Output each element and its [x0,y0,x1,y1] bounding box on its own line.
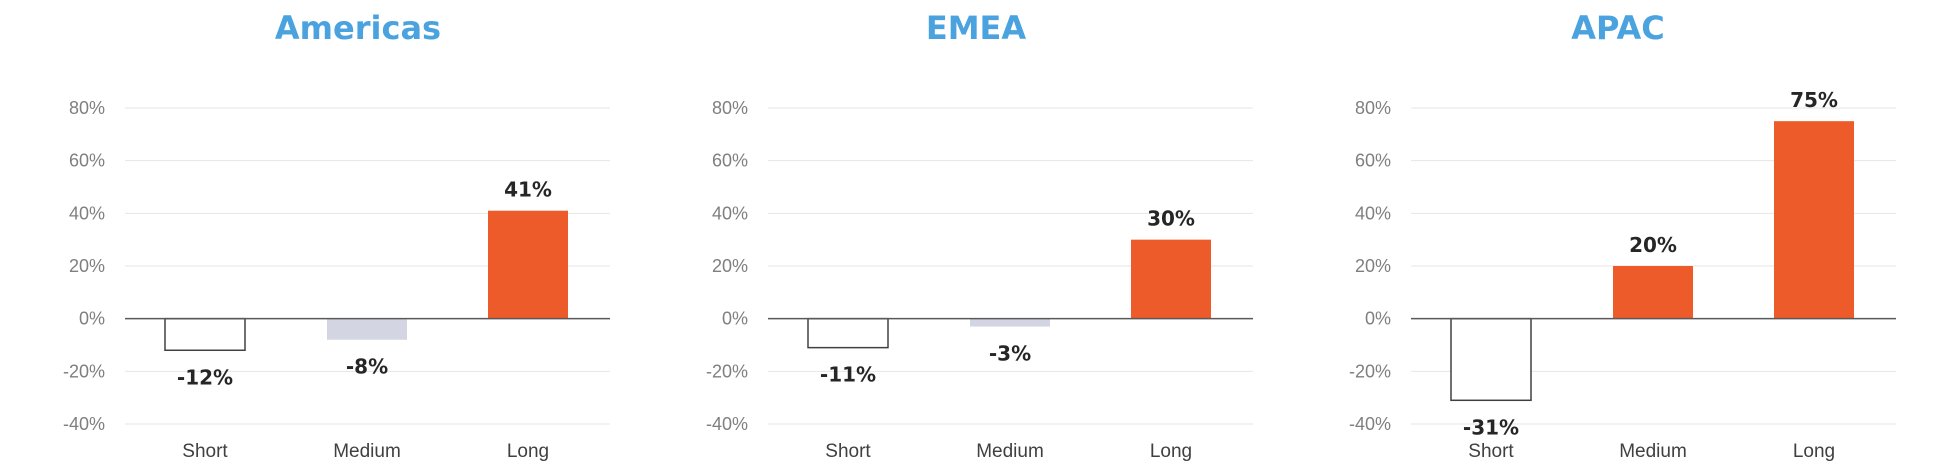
x-category-label: Medium [333,441,401,462]
y-tick-label: -20% [1349,361,1391,381]
x-category-label: Short [182,441,228,462]
bar-long [1131,239,1211,319]
y-tick-label: 0% [722,309,748,329]
y-tick-label: -40% [706,414,748,434]
data-label: 20% [1629,233,1677,257]
y-tick-label: 40% [712,203,748,223]
y-tick-label: 80% [712,98,748,118]
bar-short [164,317,246,352]
y-tick-label: 20% [1355,256,1391,276]
data-label: -12% [177,365,233,389]
data-label: -3% [989,342,1031,366]
data-label: -31% [1463,415,1519,439]
y-tick-label: 0% [79,309,105,329]
y-tick-label: -40% [1349,414,1391,434]
y-tick-label: 20% [69,256,105,276]
data-label: 30% [1147,207,1195,231]
y-tick-label: -20% [63,361,105,381]
bar-short [807,317,889,349]
y-tick-label: 80% [69,98,105,118]
chart-title-americas: Americas [275,9,441,47]
y-tick-label: 60% [712,151,748,171]
y-tick-label: 60% [1355,151,1391,171]
data-label: 41% [504,178,552,202]
bar-medium [327,318,407,340]
y-tick-label: 40% [69,203,105,223]
data-label: -11% [820,363,876,387]
y-tick-label: -20% [706,361,748,381]
bar-medium [1613,266,1693,319]
x-category-label: Short [1468,441,1514,462]
x-category-label: Long [507,441,549,462]
x-category-label: Long [1793,441,1835,462]
y-tick-label: 0% [1365,309,1391,329]
x-category-label: Short [825,441,871,462]
bar-short [1450,317,1532,402]
bar-medium [970,318,1050,327]
bar-long [1774,121,1854,319]
chart-title-apac: APAC [1571,9,1665,47]
y-tick-label: 40% [1355,203,1391,223]
x-category-label: Medium [1619,441,1687,462]
y-tick-label: 20% [712,256,748,276]
y-tick-label: 60% [69,151,105,171]
data-label: 75% [1790,88,1838,112]
bar-long [488,210,568,319]
x-category-label: Long [1150,441,1192,462]
y-tick-label: -40% [63,414,105,434]
data-label: -8% [346,355,388,379]
x-category-label: Medium [976,441,1044,462]
y-tick-label: 80% [1355,98,1391,118]
chart-title-emea: EMEA [926,9,1027,47]
